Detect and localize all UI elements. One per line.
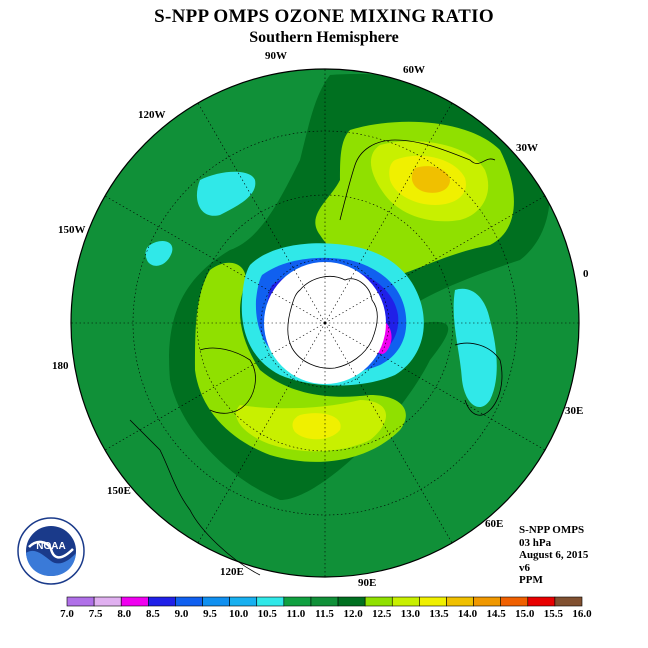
info-instrument: S-NPP OMPS [519, 524, 585, 536]
colorbar-swatch [175, 596, 203, 607]
lon-label-30e: 30E [565, 405, 584, 417]
field-level-11.0-pacific-small [145, 240, 173, 266]
colorbar-swatch [148, 596, 176, 607]
coastlines [129, 139, 503, 576]
lon-label-90w: 90W [265, 50, 287, 62]
colorbar-swatch [446, 596, 474, 607]
colorbar-swatch [473, 596, 501, 607]
colorbar-tick-label: 8.0 [117, 608, 132, 620]
south-pole-marker [323, 321, 327, 325]
lon-label-180: 180 [52, 360, 69, 372]
colorbar-tick-label: 8.5 [145, 608, 160, 620]
colorbar-swatch [554, 596, 583, 607]
noaa-logo: NOAA [17, 517, 85, 585]
lon-label-120w: 120W [138, 109, 166, 121]
lon-label-150e: 150E [107, 485, 131, 497]
colorbar-swatch [93, 596, 122, 607]
lon-label-60e: 60E [485, 518, 504, 530]
colorbar-swatch [419, 596, 447, 607]
colorbar-tick-label: 9.0 [174, 608, 189, 620]
colorbar-swatch [202, 596, 230, 607]
colorbar-tick-label: 11.5 [315, 608, 334, 620]
lon-label-30w: 30W [516, 142, 538, 154]
colorbar-tick-label: 11.0 [286, 608, 306, 620]
field-level-13.5-indian [292, 413, 341, 440]
info-date: August 6, 2015 [519, 549, 589, 561]
colorbar-tick-label: 13.5 [429, 608, 449, 620]
australia-coastline [199, 347, 256, 414]
south-america-coastline [339, 139, 496, 221]
colorbar-tick-label: 15.0 [515, 608, 535, 620]
colorbar-swatch [337, 596, 366, 607]
colorbar-tick-label: 16.0 [572, 608, 592, 620]
lon-label-90e: 90E [358, 577, 377, 589]
lon-label-0: 0 [583, 268, 589, 280]
colorbar-swatch [256, 596, 285, 607]
main-title: S-NPP OMPS OZONE MIXING RATIO [154, 6, 494, 27]
colorbar-tick-label: 12.0 [343, 608, 363, 620]
colorbar [66, 596, 583, 607]
globe-outline [70, 68, 580, 578]
colorbar-tick-label: 14.5 [486, 608, 506, 620]
colorbar-swatch [310, 596, 339, 607]
info-block: S-NPP OMPS 03 hPa August 6, 2015 v6 PPM [519, 524, 588, 587]
field-level-14.0 [411, 166, 450, 193]
colorbar-swatch [283, 596, 312, 607]
field-level-11.0-africa [453, 288, 497, 408]
colorbar-swatch [391, 596, 420, 607]
colorbar-tick-label: 15.5 [543, 608, 563, 620]
graticule [71, 69, 579, 577]
colorbar-tick-label: 9.5 [203, 608, 217, 620]
field-level-11.0-pacific [196, 171, 256, 216]
colorbar-swatch [364, 596, 393, 607]
info-version: v6 [519, 561, 530, 574]
colorbar-tick-label: 13.0 [400, 608, 420, 620]
ozone-field [71, 69, 579, 577]
colorbar-swatch [229, 596, 258, 607]
info-level: 03 hPa [519, 536, 552, 549]
noaa-logo-text: NOAA [36, 541, 65, 552]
colorbar-swatch [527, 596, 556, 607]
asia-coastline [129, 419, 261, 576]
colorbar-tick-label: 10.5 [257, 608, 277, 620]
lon-label-60w: 60W [403, 64, 425, 76]
colorbar-tick-label: 7.0 [60, 608, 74, 620]
subtitle: Southern Hemisphere [249, 29, 399, 46]
info-units: PPM [519, 574, 543, 586]
colorbar-tick-label: 12.5 [372, 608, 392, 620]
lon-label-150w: 150W [58, 224, 86, 236]
colorbar-tick-label: 10.0 [229, 608, 249, 620]
colorbar-tick-label: 7.5 [88, 608, 103, 620]
africa-coastline [454, 342, 503, 416]
lon-label-120e: 120E [220, 566, 244, 578]
colorbar-swatch [120, 596, 149, 607]
colorbar-swatch [500, 596, 529, 607]
antarctica-coastline [287, 276, 378, 369]
colorbar-tick-label: 14.0 [457, 608, 478, 620]
colorbar-swatch [66, 596, 95, 607]
